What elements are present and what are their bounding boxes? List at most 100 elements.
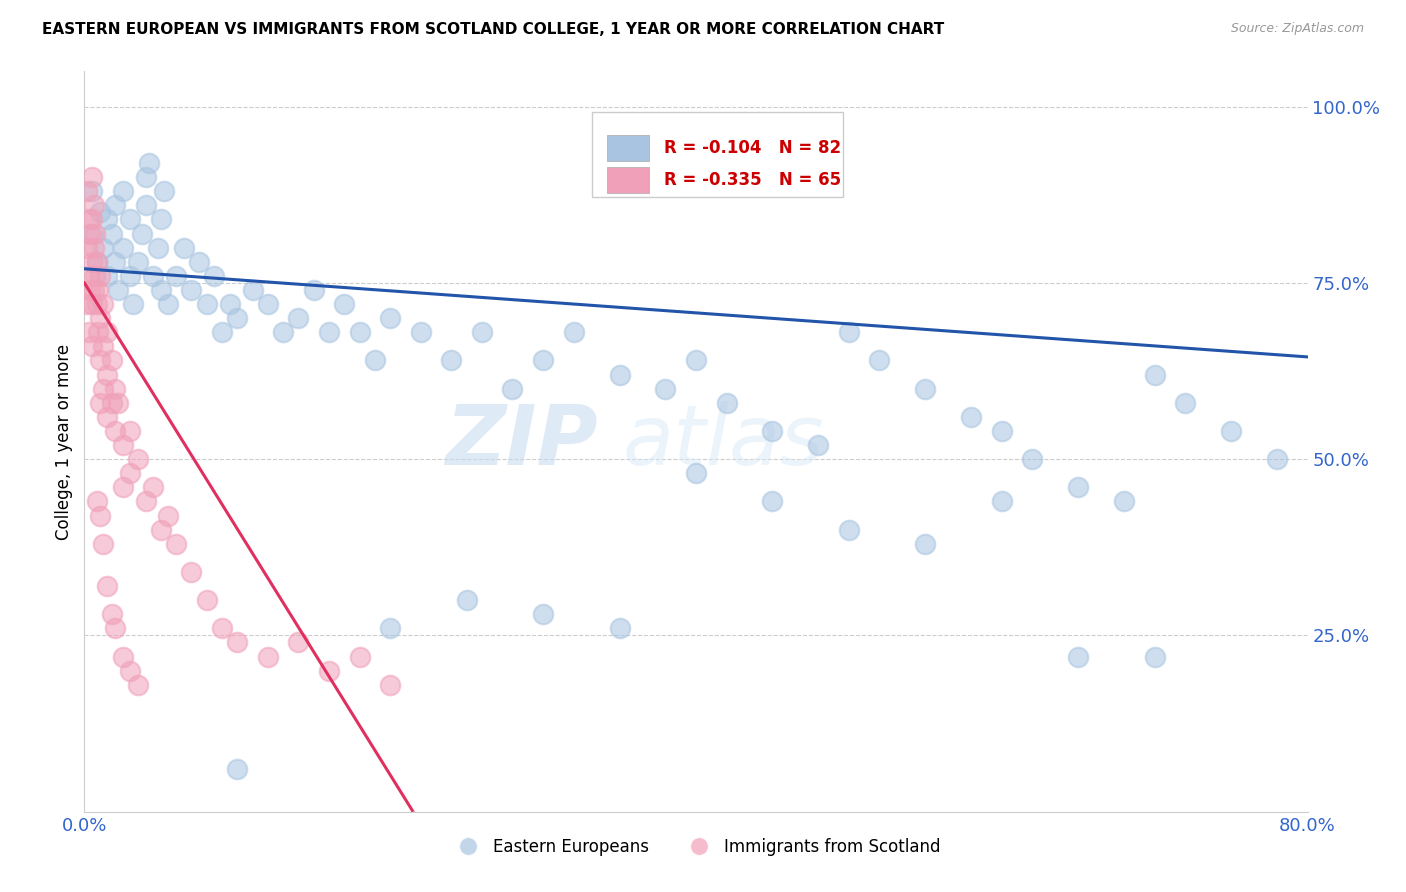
Point [685, 467, 707, 481]
Point [180, 283, 202, 297]
Point [271, 325, 294, 339]
Point [91, 382, 114, 396]
Point [96, 409, 118, 424]
Point [807, 438, 830, 452]
Point [83, 198, 105, 212]
Point [287, 311, 309, 326]
Point [142, 480, 165, 494]
Point [333, 297, 356, 311]
Point [96, 268, 118, 283]
Point [761, 494, 783, 508]
Point [1067, 649, 1090, 664]
Point [1114, 494, 1136, 508]
Point [96, 579, 118, 593]
Point [869, 353, 891, 368]
Point [122, 297, 145, 311]
Point [761, 424, 783, 438]
Point [318, 325, 340, 339]
Point [91, 537, 114, 551]
Point [302, 283, 325, 297]
Point [165, 268, 187, 283]
Point [149, 212, 172, 227]
Point [101, 396, 124, 410]
Point [1067, 480, 1090, 494]
Point [531, 353, 554, 368]
Point [226, 311, 249, 326]
Point [609, 368, 631, 382]
Point [89, 353, 111, 368]
Point [101, 227, 124, 241]
Point [104, 198, 127, 212]
Point [80, 339, 103, 353]
Point [120, 424, 142, 438]
Point [80, 170, 103, 185]
Point [79, 227, 101, 241]
Text: atlas: atlas [623, 401, 824, 482]
Point [104, 254, 127, 268]
Point [1220, 424, 1243, 438]
Point [1143, 368, 1166, 382]
Point [195, 593, 218, 607]
Point [80, 297, 103, 311]
Point [86, 494, 108, 508]
Point [91, 241, 114, 255]
Point [165, 537, 187, 551]
Point [685, 353, 707, 368]
Point [960, 409, 983, 424]
Point [226, 763, 249, 777]
Point [76, 184, 98, 198]
Point [96, 368, 118, 382]
Point [838, 325, 860, 339]
Point [456, 593, 478, 607]
Point [86, 254, 108, 268]
Point [135, 198, 157, 212]
Point [80, 212, 103, 227]
Y-axis label: College, 1 year or more: College, 1 year or more [55, 343, 73, 540]
Point [127, 678, 149, 692]
Point [127, 452, 149, 467]
Point [226, 635, 249, 649]
Point [77, 212, 100, 227]
Point [914, 382, 936, 396]
Point [838, 523, 860, 537]
Point [120, 467, 142, 481]
Point [80, 227, 103, 241]
Point [157, 508, 180, 523]
Point [86, 254, 108, 268]
Point [349, 325, 371, 339]
Point [89, 268, 111, 283]
Point [80, 184, 103, 198]
Point [76, 297, 98, 311]
Point [80, 254, 103, 268]
Point [111, 649, 134, 664]
Bar [606, 167, 650, 194]
Point [531, 607, 554, 622]
Point [101, 607, 124, 622]
Point [380, 678, 402, 692]
Point [84, 227, 107, 241]
Point [146, 241, 169, 255]
Text: R = -0.335   N = 65: R = -0.335 N = 65 [664, 171, 841, 189]
Point [716, 396, 738, 410]
Point [87, 283, 110, 297]
Point [153, 184, 176, 198]
Point [218, 297, 240, 311]
Point [188, 254, 211, 268]
Point [257, 649, 280, 664]
Point [104, 621, 127, 635]
Point [104, 382, 127, 396]
Point [91, 339, 114, 353]
Point [914, 537, 936, 551]
Point [654, 382, 676, 396]
Text: ZIP: ZIP [446, 401, 598, 482]
Point [87, 325, 110, 339]
Point [135, 170, 157, 185]
Point [287, 635, 309, 649]
Point [138, 156, 160, 170]
Point [1174, 396, 1197, 410]
Point [76, 241, 98, 255]
Point [89, 311, 111, 326]
Point [1143, 649, 1166, 664]
Point [84, 268, 107, 283]
Point [211, 621, 233, 635]
